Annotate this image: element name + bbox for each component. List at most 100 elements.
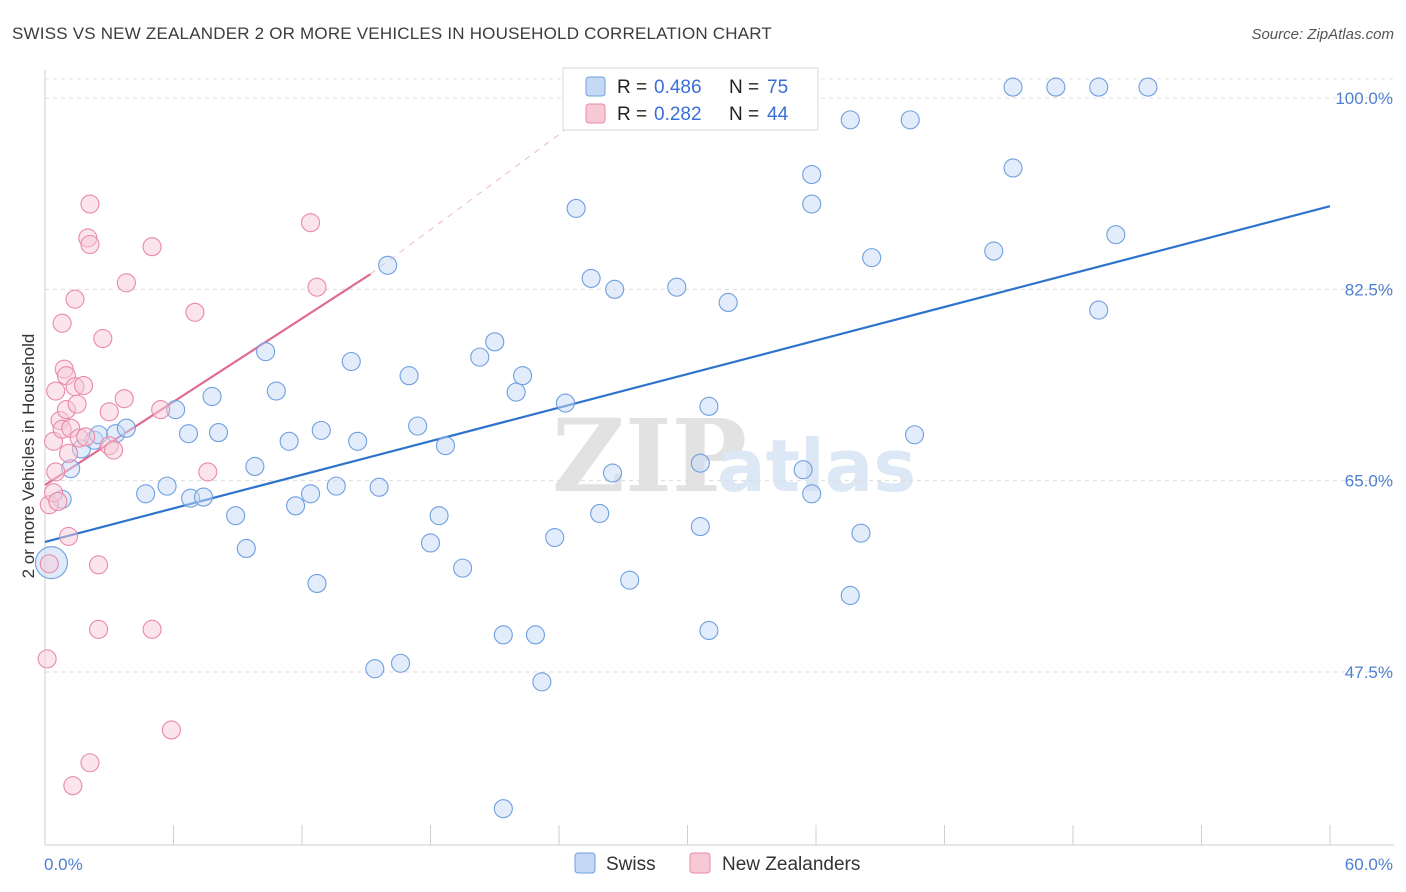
legend-n-value-new-zealanders: 44 [767, 104, 789, 125]
data-point [581, 268, 601, 288]
data-point [286, 496, 306, 516]
data-point [46, 381, 66, 401]
gridlines [45, 78, 1394, 673]
data-point [245, 456, 265, 477]
data-point [840, 110, 860, 130]
bottom-legend: Swiss New Zealanders [574, 852, 860, 875]
data-point [116, 418, 136, 438]
data-point [198, 462, 218, 482]
data-point [202, 386, 222, 407]
legend-n-value-swiss: 75 [767, 77, 788, 98]
data-point [74, 375, 94, 396]
data-point [39, 554, 59, 574]
y-tick-label-3: 100.0% [1335, 89, 1393, 108]
data-point [840, 585, 860, 606]
series-1-points [37, 194, 327, 796]
data-point [435, 436, 456, 456]
data-point [236, 538, 256, 559]
data-point [699, 620, 719, 641]
data-point [116, 273, 136, 293]
data-point [493, 799, 513, 819]
data-point [307, 277, 327, 297]
data-point [470, 347, 490, 367]
data-points [34, 77, 1158, 819]
data-point [506, 382, 526, 402]
data-point [151, 400, 171, 420]
data-point [605, 279, 625, 299]
data-point [1046, 77, 1066, 97]
legend-r-value-swiss: 0.486 [654, 77, 702, 98]
data-point [136, 484, 156, 504]
data-point [1106, 225, 1126, 245]
data-point [193, 487, 214, 507]
data-point [301, 484, 321, 504]
legend-r-value-new-zealanders: 0.282 [654, 104, 702, 125]
x-tick-label-1: 60.0% [1345, 855, 1393, 874]
data-point [532, 672, 552, 692]
data-point [1003, 158, 1023, 178]
data-point [103, 440, 124, 460]
data-point [88, 555, 109, 575]
data-point [590, 503, 610, 524]
watermark-zip: ZIP [552, 397, 747, 515]
data-point [76, 427, 96, 447]
data-point [142, 237, 162, 257]
data-point [453, 558, 473, 578]
data-point [667, 277, 687, 297]
data-point [301, 213, 321, 233]
data-point [802, 164, 822, 185]
data-point [420, 533, 441, 553]
data-point [279, 431, 299, 451]
data-point [862, 248, 882, 268]
data-point [1003, 77, 1023, 97]
data-point [602, 463, 623, 483]
data-point [365, 659, 385, 679]
data-point [226, 506, 246, 526]
data-point [390, 653, 411, 673]
series-0-points [34, 77, 1158, 819]
data-point [266, 381, 286, 401]
data-point [399, 366, 419, 386]
data-point [904, 425, 925, 445]
trend-line-0 [44, 205, 1331, 543]
y-axis-label: 2 or more Vehicles in Household [19, 334, 38, 579]
data-point [984, 241, 1004, 261]
axes [44, 70, 1394, 846]
data-point [326, 476, 346, 496]
trend-lines [44, 86, 1331, 543]
data-point [65, 289, 85, 309]
data-point [525, 625, 545, 645]
trend-line-extension-1 [370, 86, 624, 275]
data-point [1138, 77, 1158, 97]
data-point [114, 389, 134, 409]
data-point [59, 526, 79, 546]
legend-swatch-swiss [585, 76, 606, 97]
legend-r-label-swiss: R = [617, 77, 647, 98]
data-point [851, 523, 871, 543]
data-point [555, 393, 575, 413]
legend-n-label-new-zealanders: N = [729, 104, 759, 125]
data-point [429, 506, 449, 526]
legend-swatch-new-zealanders [585, 103, 606, 124]
legend-box: R = 0.486 N = 75 R = 0.282 N = 44 [562, 67, 819, 131]
data-point [900, 110, 920, 130]
chart-title: SWISS VS NEW ZEALANDER 2 OR MORE VEHICLE… [12, 24, 772, 43]
bottom-legend-swatch-new-zealanders [689, 852, 711, 874]
data-point [161, 720, 181, 740]
data-point [99, 402, 119, 422]
watermark: ZIP atlas [552, 397, 916, 515]
trend-line-1 [44, 273, 372, 486]
data-point [408, 416, 428, 436]
data-point [178, 424, 199, 444]
data-point [52, 313, 72, 333]
data-point [348, 431, 368, 451]
data-point [690, 517, 710, 537]
bottom-legend-label-new-zealanders: New Zealanders [722, 854, 860, 875]
data-point [48, 491, 68, 511]
data-point [37, 649, 57, 669]
bottom-legend-label-swiss: Swiss [606, 854, 656, 875]
x-tick-label-0: 0.0% [44, 855, 83, 874]
bottom-legend-swatch-swiss [574, 852, 596, 874]
data-point [185, 302, 205, 322]
data-point [46, 462, 66, 482]
